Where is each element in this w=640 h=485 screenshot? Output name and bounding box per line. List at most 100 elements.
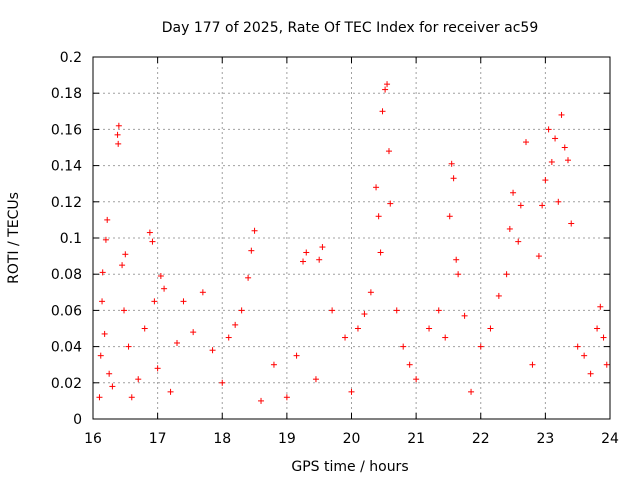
data-point — [515, 238, 522, 245]
data-point — [495, 292, 502, 299]
data-point — [115, 140, 122, 147]
data-point — [348, 388, 355, 395]
data-point — [354, 325, 361, 332]
data-point — [109, 383, 116, 390]
y-tick-label: 0.16 — [51, 122, 82, 138]
data-point — [558, 111, 565, 118]
data-point — [506, 225, 513, 232]
data-point — [568, 220, 575, 227]
data-point — [199, 289, 206, 296]
data-point — [442, 334, 449, 341]
data-point — [121, 307, 128, 314]
data-point — [574, 343, 581, 350]
ticks-layer: 16 17 18 19 20 21 22 23 24 0 0.02 0.04 0.06 0.08 0.1 0.… — [51, 50, 619, 447]
y-tick-label: 0.08 — [51, 267, 82, 283]
data-point — [167, 388, 174, 395]
data-point — [146, 229, 153, 236]
data-point — [587, 370, 594, 377]
x-axis-label: GPS time / hours — [291, 459, 408, 475]
y-tick-label: 0.02 — [51, 376, 82, 392]
data-point — [125, 343, 132, 350]
x-tick-label: 23 — [536, 431, 554, 447]
data-point — [406, 361, 413, 368]
data-point — [106, 370, 113, 377]
y-tick-label: 0 — [73, 412, 82, 428]
data-point — [303, 249, 310, 256]
y-tick-label: 0.12 — [51, 195, 82, 211]
data-point — [426, 325, 433, 332]
data-point — [104, 216, 111, 223]
data-point — [283, 394, 290, 401]
data-point — [161, 285, 168, 292]
data-point — [238, 307, 245, 314]
data-point — [594, 325, 601, 332]
data-point — [329, 307, 336, 314]
data-point — [384, 81, 391, 88]
data-point — [413, 376, 420, 383]
data-point — [435, 307, 442, 314]
y-tick-label: 0.06 — [51, 303, 82, 319]
data-point — [377, 249, 384, 256]
data-point — [600, 334, 607, 341]
data-point — [552, 135, 559, 142]
data-point — [581, 352, 588, 359]
data-point — [245, 274, 252, 281]
data-point — [174, 339, 181, 346]
data-point — [450, 175, 457, 182]
data-point — [97, 352, 104, 359]
data-point — [477, 343, 484, 350]
data-point — [293, 352, 300, 359]
data-point — [99, 269, 106, 276]
y-tick-label: 0.14 — [51, 159, 82, 175]
data-point — [603, 361, 610, 368]
data-point — [141, 325, 148, 332]
data-point — [135, 376, 142, 383]
data-point — [316, 256, 323, 263]
x-tick-label: 24 — [601, 431, 619, 447]
data-point — [561, 144, 568, 151]
x-tick-label: 20 — [343, 431, 361, 447]
data-point — [115, 122, 122, 129]
data-point — [251, 227, 258, 234]
data-point — [400, 343, 407, 350]
data-point — [154, 365, 161, 372]
data-point — [99, 298, 106, 305]
data-point — [379, 108, 386, 115]
data-point — [468, 388, 475, 395]
data-point — [517, 202, 524, 209]
data-point — [455, 271, 462, 278]
data-point — [119, 262, 126, 269]
grid-layer — [93, 57, 610, 419]
data-point — [461, 312, 468, 319]
data-point — [542, 177, 549, 184]
data-point — [101, 330, 108, 337]
data-point — [382, 86, 389, 93]
data-point — [535, 253, 542, 260]
data-point — [393, 307, 400, 314]
data-point — [190, 329, 197, 336]
data-point — [319, 244, 326, 251]
data-point — [564, 157, 571, 164]
data-point — [373, 184, 380, 191]
data-point — [180, 298, 187, 305]
data-point — [555, 198, 562, 205]
data-point — [361, 311, 368, 318]
data-point — [529, 361, 536, 368]
data-point — [503, 271, 510, 278]
data-point — [258, 397, 265, 404]
data-point — [232, 321, 239, 328]
data-point — [102, 236, 109, 243]
x-tick-label: 17 — [149, 431, 167, 447]
data-point — [209, 347, 216, 354]
data-point — [385, 148, 392, 155]
y-tick-label: 0.1 — [60, 231, 82, 247]
data-point — [96, 394, 103, 401]
data-point — [128, 394, 135, 401]
data-point — [545, 126, 552, 133]
y-axis-label: ROTI / TECUs — [6, 192, 22, 284]
y-tick-label: 0.18 — [51, 86, 82, 102]
y-tick-label: 0.04 — [51, 340, 82, 356]
data-point — [219, 379, 226, 386]
y-tick-label: 0.2 — [60, 50, 82, 66]
